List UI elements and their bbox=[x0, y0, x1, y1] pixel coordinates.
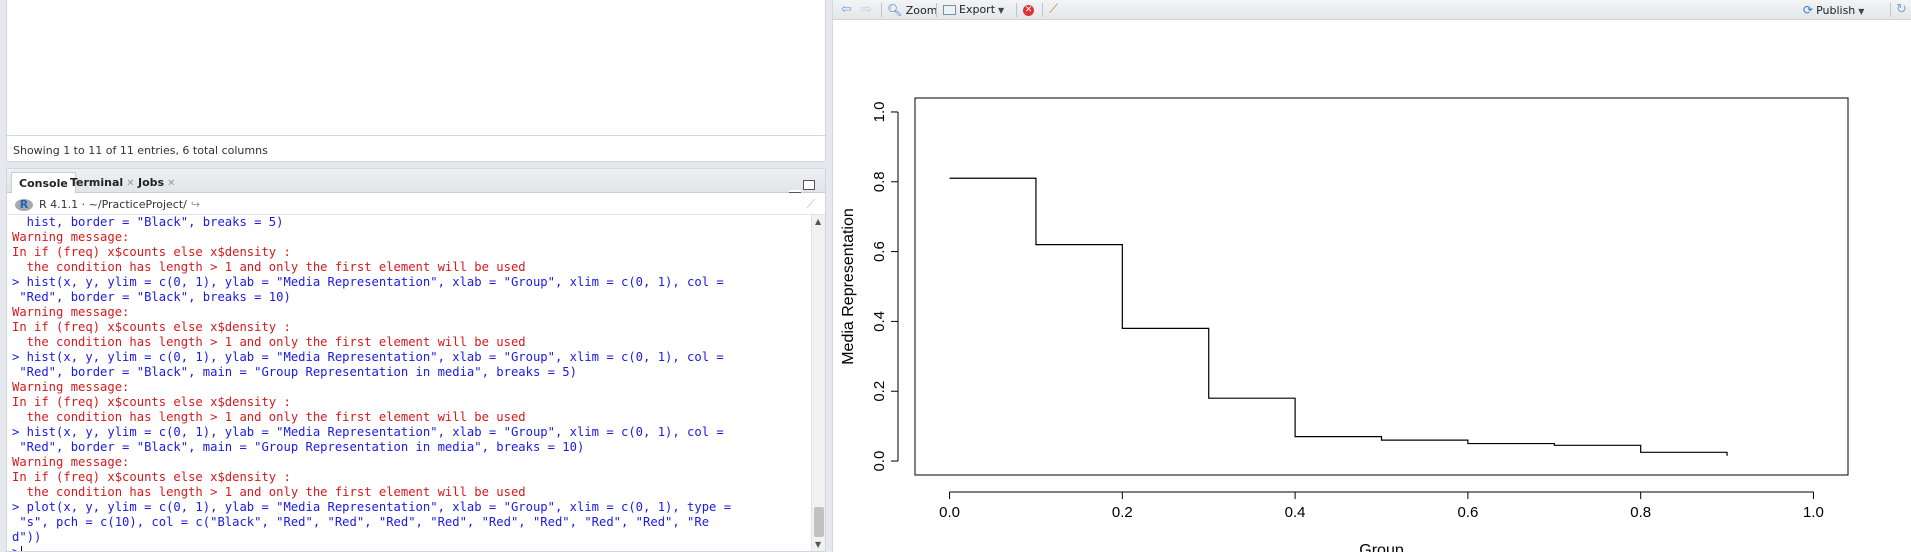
console-warning-line: the condition has length > 1 and only th… bbox=[12, 335, 526, 349]
console-command-line: "Red", border = "Black", breaks = 10) bbox=[12, 290, 291, 304]
close-icon[interactable]: ✕ bbox=[126, 178, 135, 189]
working-directory[interactable]: ~/PracticeProject/ bbox=[88, 198, 187, 211]
publish-icon: ⟳ bbox=[1803, 3, 1814, 17]
y-tick-label: 1.0 bbox=[871, 102, 888, 123]
plot-toolbar: ⇦ ⇨ 🔍︎ Zoom Export ▼ ✕ ⟋ ⟳ Publish ▼ ↻ bbox=[833, 0, 1911, 20]
console-warning-line: Warning message: bbox=[12, 380, 130, 394]
console-prompt[interactable]: > bbox=[12, 545, 809, 551]
plots-pane: ⇦ ⇨ 🔍︎ Zoom Export ▼ ✕ ⟋ ⟳ Publish ▼ ↻ 0.0 0… bbox=[832, 0, 1911, 552]
y-tick-label: 0.0 bbox=[871, 451, 888, 472]
export-button[interactable]: Export ▼ bbox=[943, 2, 1004, 18]
r-version: R 4.1.1 bbox=[39, 198, 79, 211]
tab-terminal-label: Terminal bbox=[70, 176, 124, 189]
tab-terminal[interactable]: Terminal ✕ bbox=[63, 172, 142, 193]
console-warning-line: the condition has length > 1 and only th… bbox=[12, 485, 526, 499]
console-command-line: hist, border = "Black", breaks = 5) bbox=[12, 215, 284, 229]
console-warning-line: the condition has length > 1 and only th… bbox=[12, 410, 526, 424]
x-axis: 0.0 0.2 0.4 0.6 0.8 1.0 bbox=[939, 491, 1824, 521]
plot-area: 0.0 0.2 0.4 0.6 0.8 1.0 0.0 0.2 0.4 0.6 0.8 1.0 Gr… bbox=[833, 20, 1911, 552]
console-command-line: > hist(x, y, ylim = c(0, 1), ylab = "Med… bbox=[12, 275, 724, 289]
zoom-label: Zoom bbox=[905, 4, 938, 17]
previous-plot-icon[interactable]: ⇦ bbox=[841, 2, 852, 17]
console-command-line: "Red", border = "Black", main = "Group R… bbox=[12, 365, 577, 379]
data-viewer-pane: Showing 1 to 11 of 11 entries, 6 total c… bbox=[6, 0, 826, 162]
y-tick-label: 0.6 bbox=[871, 241, 888, 262]
x-tick-label: 0.6 bbox=[1457, 504, 1478, 521]
tab-console[interactable]: Console bbox=[11, 172, 76, 193]
console-warning-line: Warning message: bbox=[12, 305, 130, 319]
export-label: Export bbox=[959, 3, 996, 16]
zoom-icon: 🔍︎ bbox=[887, 3, 903, 17]
x-tick-label: 0.2 bbox=[1112, 504, 1133, 521]
publish-button[interactable]: ⟳ Publish ▼ bbox=[1803, 2, 1864, 18]
console-warning-line: the condition has length > 1 and only th… bbox=[12, 260, 526, 274]
console-command-line: "Red", border = "Black", main = "Group R… bbox=[12, 440, 585, 454]
step-plot: 0.0 0.2 0.4 0.6 0.8 1.0 0.0 0.2 0.4 0.6 0.8 1.0 Gr… bbox=[840, 97, 1849, 552]
y-tick-label: 0.2 bbox=[871, 381, 888, 402]
close-icon[interactable]: ✕ bbox=[167, 178, 176, 189]
refresh-plot-icon[interactable]: ↻ bbox=[1896, 2, 1907, 17]
tab-jobs-label: Jobs bbox=[138, 176, 165, 189]
y-axis-label: Media Representation bbox=[840, 208, 857, 365]
publish-label: Publish bbox=[1816, 4, 1856, 17]
console-tabbar: Console Terminal ✕ Jobs ✕ bbox=[7, 169, 825, 194]
x-tick-label: 0.8 bbox=[1630, 504, 1651, 521]
chevron-down-icon: ▼ bbox=[998, 6, 1005, 15]
x-tick-label: 0.0 bbox=[939, 504, 960, 521]
console-command-line: > hist(x, y, ylim = c(0, 1), ylab = "Med… bbox=[12, 350, 724, 364]
header-separator: · bbox=[81, 198, 86, 211]
console-warning-line: In if (freq) x$counts else x$density : bbox=[12, 320, 291, 334]
console-warning-line: Warning message: bbox=[12, 230, 130, 244]
next-plot-icon[interactable]: ⇨ bbox=[861, 2, 872, 17]
delete-icon: ✕ bbox=[1023, 4, 1034, 16]
x-tick-label: 0.4 bbox=[1285, 504, 1306, 521]
chevron-down-icon: ▼ bbox=[1858, 7, 1865, 16]
tab-jobs[interactable]: Jobs ✕ bbox=[131, 172, 182, 193]
prompt-symbol: > bbox=[12, 545, 19, 551]
y-axis: 0.0 0.2 0.4 0.6 0.8 1.0 bbox=[871, 102, 899, 472]
scroll-thumb[interactable] bbox=[814, 507, 824, 537]
goto-directory-icon[interactable]: ↪ bbox=[190, 198, 201, 211]
console-command-line: > hist(x, y, ylim = c(0, 1), ylab = "Med… bbox=[12, 425, 724, 439]
console-command-line: d")) bbox=[12, 530, 42, 544]
plot-frame bbox=[914, 97, 1849, 476]
console-warning-line: In if (freq) x$counts else x$density : bbox=[12, 470, 291, 484]
step-series-line bbox=[949, 177, 1728, 456]
clear-console-icon[interactable]: ⟋ bbox=[806, 197, 815, 211]
console-output[interactable]: hist, border = "Black", breaks = 5) Warni… bbox=[7, 215, 809, 551]
pane-window-controls bbox=[787, 175, 815, 194]
remove-plot-button[interactable]: ✕ bbox=[1023, 2, 1034, 18]
console-command-line: > plot(x, y, ylim = c(0, 1), ylab = "Med… bbox=[12, 500, 732, 514]
export-icon bbox=[943, 5, 956, 15]
console-header: R R 4.1.1 · ~/PracticeProject/↪ ⟋ bbox=[7, 193, 825, 215]
console-warning-line: In if (freq) x$counts else x$density : bbox=[12, 395, 291, 409]
viewer-status-text: Showing 1 to 11 of 11 entries, 6 total c… bbox=[7, 135, 825, 161]
console-command-line: "s", pch = c(10), col = c("Black", "Red"… bbox=[12, 515, 710, 529]
scroll-up-icon[interactable]: ▲ bbox=[815, 217, 822, 226]
clear-plots-icon[interactable]: ⟋ bbox=[1049, 2, 1059, 17]
y-tick-label: 0.4 bbox=[871, 311, 888, 332]
x-axis-label: Group bbox=[1359, 542, 1404, 552]
zoom-button[interactable]: 🔍︎ Zoom bbox=[887, 2, 937, 18]
console-warning-line: Warning message: bbox=[12, 455, 130, 469]
x-tick-label: 1.0 bbox=[1803, 504, 1824, 521]
scroll-down-icon[interactable]: ▼ bbox=[815, 540, 822, 549]
text-cursor bbox=[21, 546, 23, 551]
y-tick-label: 0.8 bbox=[871, 171, 888, 192]
tab-console-label: Console bbox=[19, 177, 68, 190]
console-warning-line: In if (freq) x$counts else x$density : bbox=[12, 245, 291, 259]
maximize-icon[interactable] bbox=[803, 180, 815, 190]
r-logo-icon: R bbox=[15, 199, 33, 211]
console-scrollbar[interactable]: ▲ ▼ bbox=[811, 215, 825, 551]
